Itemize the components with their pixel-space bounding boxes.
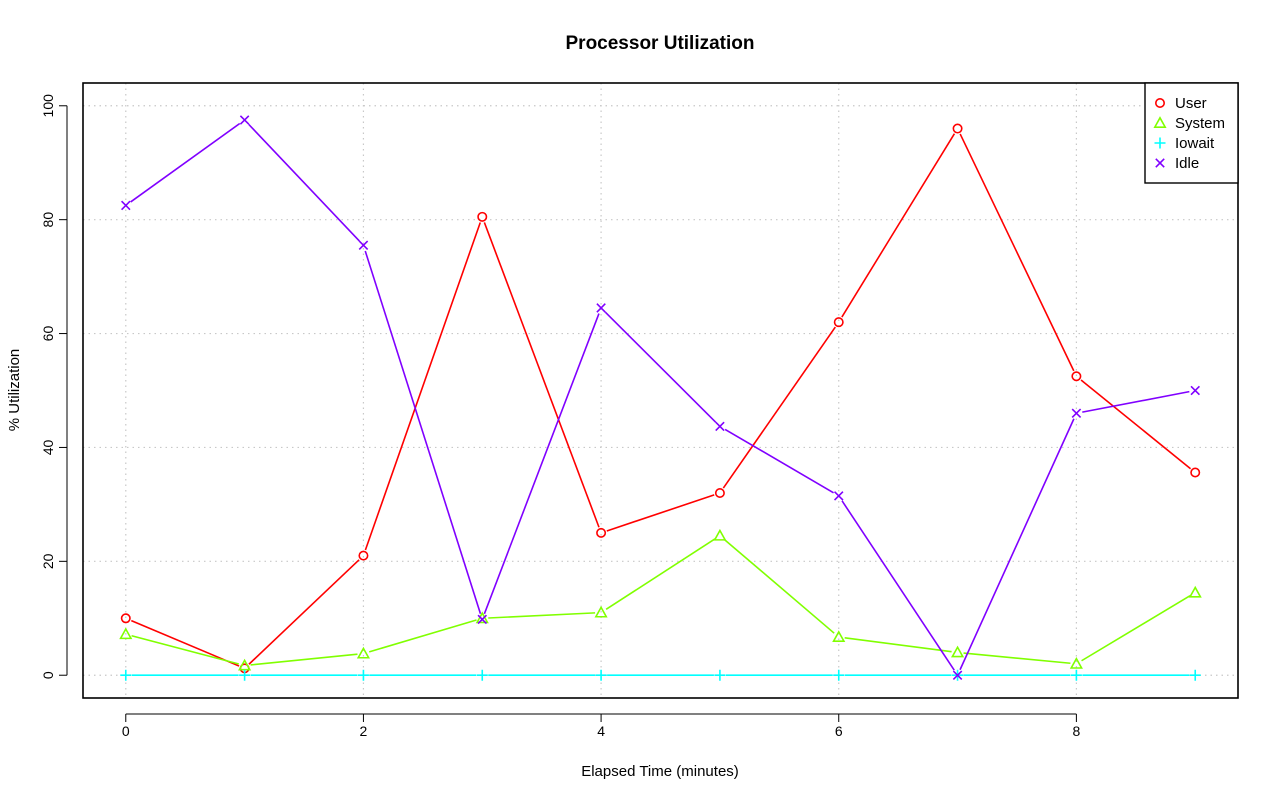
system-data-point	[594, 605, 608, 618]
system-data-point	[951, 645, 965, 658]
x-tick-label: 0	[122, 723, 130, 739]
legend-marker-user	[1155, 98, 1166, 109]
system-line-segment	[1081, 595, 1191, 662]
user-line-segment	[483, 222, 600, 528]
iowait-data-point	[476, 669, 488, 681]
legend-label-system: System	[1175, 115, 1225, 132]
idle-data-point	[239, 115, 250, 125]
iowait-data-point	[357, 669, 369, 681]
idle-data-point	[121, 200, 131, 211]
user-line-segment	[606, 494, 715, 532]
system-line-segment	[488, 612, 596, 619]
idle-line-segment	[724, 428, 834, 494]
legend-marker-idle	[1155, 158, 1165, 168]
idle-line-segment	[841, 500, 955, 671]
system-data-point	[356, 646, 370, 659]
user-line-segment	[130, 619, 240, 667]
x-tick-label: 4	[597, 723, 605, 739]
system-data-point	[713, 528, 727, 541]
idle-data-point	[715, 421, 725, 432]
user-data-point	[952, 123, 963, 134]
system-line-segment	[250, 653, 358, 666]
chart-title: Processor Utilization	[566, 33, 755, 54]
system-data-point	[1069, 656, 1083, 669]
user-data-point	[120, 613, 131, 624]
series-system	[119, 528, 1202, 671]
y-tick-label: 40	[40, 439, 56, 455]
idle-line-segment	[364, 250, 482, 614]
series-user	[120, 123, 1201, 674]
system-data-point	[1188, 585, 1202, 598]
y-tick-label: 80	[40, 212, 56, 228]
idle-line-segment	[1082, 390, 1190, 413]
user-line-segment	[959, 133, 1075, 372]
legend-marker-system	[1153, 116, 1167, 128]
idle-data-point	[358, 240, 369, 251]
legend-box	[1144, 82, 1239, 184]
series-lines	[119, 115, 1202, 681]
system-data-point	[238, 658, 252, 671]
x-tick-label: 2	[360, 723, 368, 739]
user-data-point	[596, 527, 607, 538]
iowait-data-point	[1070, 669, 1082, 681]
idle-line-segment	[248, 123, 360, 242]
system-line-segment	[131, 634, 240, 665]
iowait-data-point	[120, 669, 132, 681]
system-data-point	[119, 627, 133, 640]
system-line-segment	[605, 538, 716, 610]
plot-frame	[82, 82, 1239, 699]
user-data-point	[833, 317, 844, 328]
series-iowait	[120, 669, 1201, 681]
y-tick-label: 20	[40, 553, 56, 569]
x-tick-label: 6	[835, 723, 843, 739]
user-line-segment	[841, 133, 956, 318]
idle-line-segment	[959, 418, 1075, 671]
iowait-data-point	[239, 669, 251, 681]
user-data-point	[358, 550, 369, 561]
system-data-point	[832, 630, 846, 643]
user-data-point	[1071, 371, 1082, 382]
idle-data-point	[952, 670, 963, 680]
iowait-data-point	[714, 669, 726, 681]
iowait-data-point	[833, 669, 845, 681]
y-tick-label: 0	[40, 671, 56, 679]
user-data-point	[714, 487, 725, 498]
legend: User System Iowait Idle	[1144, 82, 1239, 184]
user-data-point	[477, 211, 488, 222]
legend-label-user: User	[1175, 95, 1207, 112]
iowait-data-point	[1189, 669, 1201, 681]
idle-data-point	[1071, 408, 1082, 419]
system-line-segment	[963, 652, 1071, 665]
grid-lines	[83, 83, 1238, 698]
legend-label-iowait: Iowait	[1175, 135, 1215, 152]
system-line-segment	[368, 619, 477, 653]
system-data-point	[475, 611, 489, 624]
user-data-point	[1190, 467, 1201, 478]
iowait-data-point	[595, 669, 607, 681]
system-line-segment	[844, 637, 952, 653]
idle-data-point	[596, 303, 606, 313]
user-line-segment	[364, 222, 482, 551]
x-axis-label: Elapsed Time (minutes)	[581, 763, 739, 780]
user-line-segment	[722, 326, 836, 489]
legend-label-idle: Idle	[1175, 155, 1199, 172]
idle-data-point	[1190, 385, 1200, 396]
idle-line-segment	[130, 122, 241, 203]
y-tick-label: 60	[40, 326, 56, 342]
user-line-segment	[1080, 379, 1192, 470]
x-tick-label: 8	[1072, 723, 1080, 739]
y-tick-label: 100	[40, 94, 56, 118]
system-line-segment	[723, 538, 835, 634]
user-line-segment	[248, 559, 360, 665]
idle-line-segment	[483, 313, 600, 615]
idle-data-point	[477, 614, 488, 625]
legend-marker-iowait	[1154, 137, 1166, 149]
idle-line-segment	[604, 311, 717, 423]
series-idle	[121, 115, 1200, 680]
idle-data-point	[833, 491, 844, 501]
y-axis-label: % Utilization	[6, 349, 23, 432]
